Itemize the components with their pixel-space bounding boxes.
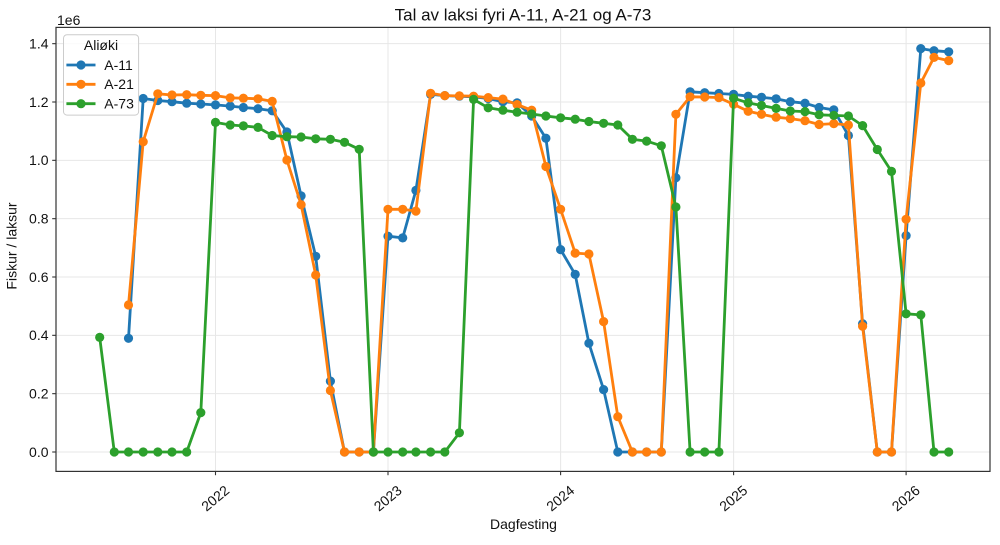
svg-text:Tal av laksi fyri A-11, A-21 o: Tal av laksi fyri A-11, A-21 og A-73 (395, 6, 652, 25)
svg-text:0.6: 0.6 (29, 269, 49, 285)
svg-text:0.8: 0.8 (29, 210, 49, 226)
svg-text:0.2: 0.2 (29, 385, 49, 401)
svg-text:0.4: 0.4 (29, 327, 49, 343)
svg-text:0.0: 0.0 (29, 444, 49, 460)
svg-text:1.2: 1.2 (29, 94, 49, 110)
svg-text:A-73: A-73 (104, 96, 134, 112)
svg-text:1.4: 1.4 (29, 35, 49, 51)
svg-text:Fiskur / laksur: Fiskur / laksur (4, 202, 20, 289)
svg-text:A-21: A-21 (104, 76, 134, 92)
svg-text:A-11: A-11 (104, 57, 133, 73)
svg-text:Dagfesting: Dagfesting (490, 516, 557, 532)
svg-text:1.0: 1.0 (29, 152, 49, 168)
svg-text:1e6: 1e6 (57, 12, 81, 28)
svg-text:Aliøki: Aliøki (84, 37, 118, 53)
